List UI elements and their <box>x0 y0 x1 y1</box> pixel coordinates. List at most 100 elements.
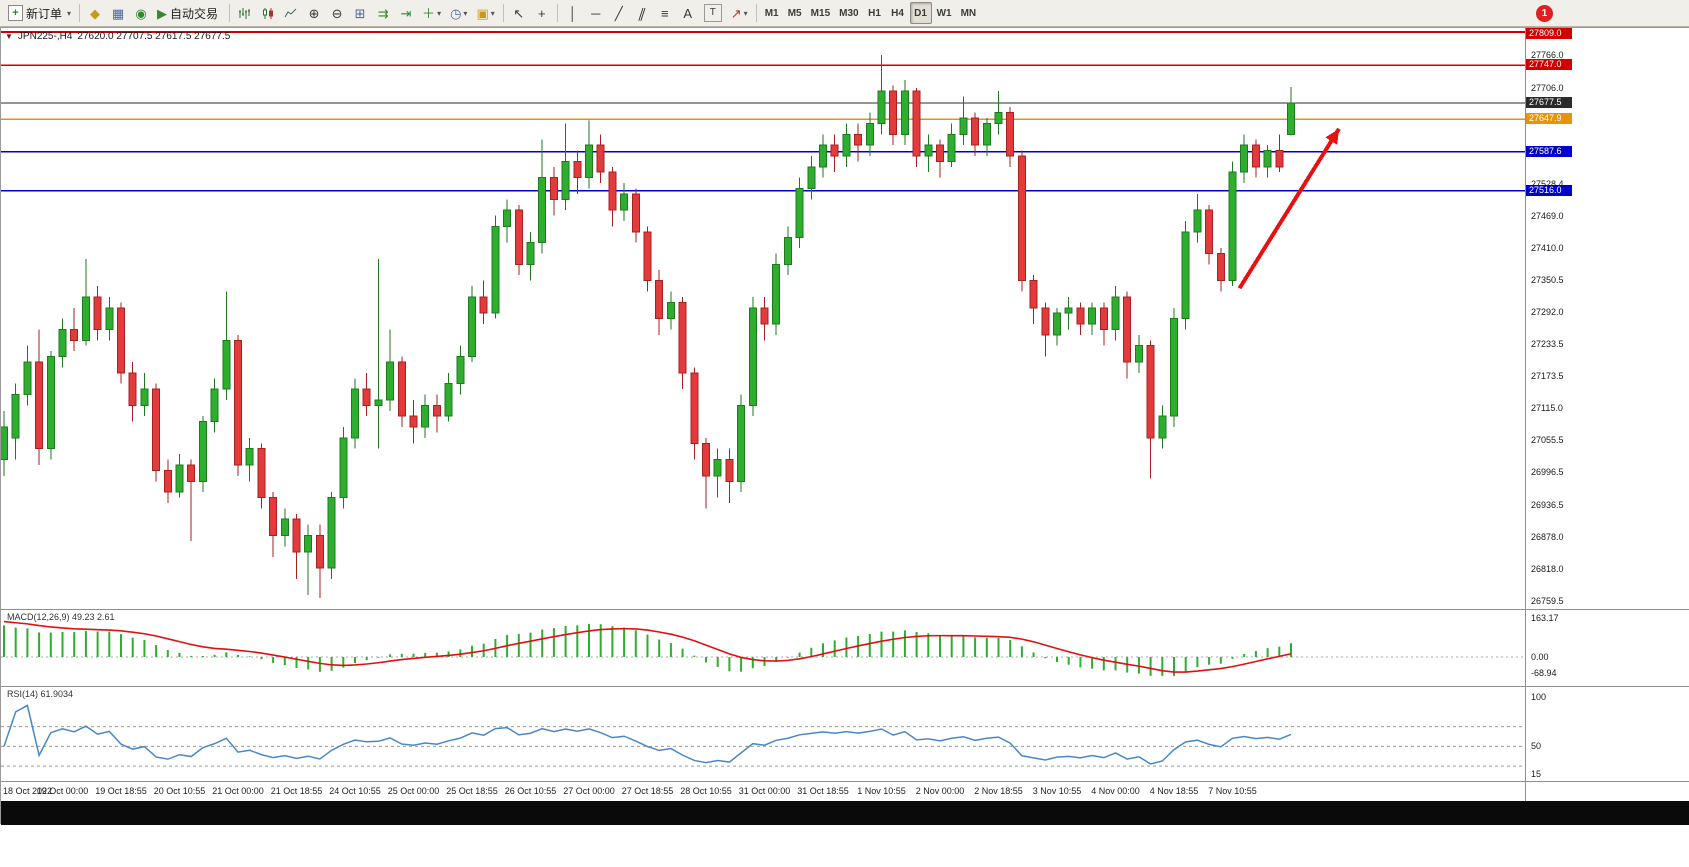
candle <box>971 117 980 146</box>
zoom-in-button[interactable]: ⊕ <box>303 2 325 24</box>
candle <box>409 415 418 428</box>
price-tick-label: 26759.5 <box>1531 595 1564 606</box>
time-axis-label: 28 Oct 10:55 <box>680 786 732 796</box>
price-scale[interactable]: 163.17 0.00 -68.94 100 50 15 27766.0 2770… <box>1525 28 1689 801</box>
candle <box>807 166 816 189</box>
indicators-button[interactable]: ＋ ▾ <box>418 2 445 24</box>
data-window-button[interactable]: ▦ <box>107 2 129 24</box>
crosshair-button[interactable]: + <box>531 2 553 24</box>
price-tick-label: 26878.0 <box>1531 531 1564 542</box>
autotrading-label: 自动交易 <box>170 6 219 21</box>
trend-arrow-annotation[interactable] <box>1237 127 1341 290</box>
candle <box>900 90 909 135</box>
chart-bars-button[interactable] <box>234 2 256 24</box>
navigator-button[interactable]: ◉ <box>130 2 152 24</box>
chart-line-button[interactable] <box>280 2 302 24</box>
new-order-button[interactable]: + 新订单 ▾ <box>4 2 75 24</box>
panel-separator[interactable] <box>1 686 1689 687</box>
channel-button[interactable]: ∥ <box>631 2 653 24</box>
time-axis-label: 31 Oct 18:55 <box>797 786 849 796</box>
zoom-in-icon: ⊕ <box>308 5 320 21</box>
clock-icon: ◷ <box>450 5 462 21</box>
time-axis-label: 20 Oct 10:55 <box>153 786 206 796</box>
candle <box>315 534 324 569</box>
tile-windows-button[interactable]: ⊞ <box>349 2 371 24</box>
timeframe-w1-button[interactable]: W1 <box>936 7 952 19</box>
text-button[interactable]: A <box>677 2 699 24</box>
candle <box>304 534 313 553</box>
toolbar: + 新订单 ▾ ◆ ▦ ◉ ▶ 自动交易 ⊕ ⊖ ⊞ ⇉ ⇥ ＋ ▾ ◷ ▾ ▣… <box>0 0 1689 27</box>
fibonacci-button[interactable]: ≡ <box>654 2 676 24</box>
candlesticks <box>1 55 1295 598</box>
timeframe-d1-button[interactable]: D1 <box>909 2 932 24</box>
market-watch-button[interactable]: ◆ <box>84 2 106 24</box>
timeframe-m1-button[interactable]: M1 <box>764 7 779 19</box>
autotrading-button[interactable]: ▶ 自动交易 <box>153 2 225 24</box>
timeframe-m30-button[interactable]: M30 <box>839 7 859 19</box>
candle <box>1181 231 1190 320</box>
candle <box>854 133 863 146</box>
time-axis-label: 21 Oct 18:55 <box>270 786 323 796</box>
timeframe-m5-button[interactable]: M5 <box>787 7 802 19</box>
zoom-out-button[interactable]: ⊖ <box>326 2 348 24</box>
time-axis-label: 25 Oct 00:00 <box>387 786 440 796</box>
candle <box>46 356 55 450</box>
autotrading-icon: ▶ <box>157 5 168 21</box>
horizontal-lines[interactable] <box>1 30 1525 192</box>
time-axis-label: 7 Nov 10:55 <box>1208 786 1257 796</box>
price-chart[interactable] <box>1 28 1525 609</box>
vertical-line-button[interactable]: │ <box>562 2 584 24</box>
candle <box>280 518 289 536</box>
rsi-panel[interactable] <box>1 687 1525 781</box>
vertical-line-icon: │ <box>568 5 577 21</box>
candle <box>1287 102 1295 135</box>
periods-button[interactable]: ◷ ▾ <box>446 2 471 24</box>
candle <box>666 301 675 320</box>
time-axis[interactable]: 18 Oct 2022 19 Oct 00:00 19 Oct 18:55 20 Oc… <box>1 782 1689 801</box>
timeframe-m15-button[interactable]: M15 <box>810 7 831 19</box>
panel-separator <box>1 781 1689 782</box>
timeframe-h4-button[interactable]: H4 <box>891 7 904 19</box>
auto-scroll-button[interactable]: ⇉ <box>372 2 394 24</box>
price-line-label: 27677.5 <box>1526 97 1572 109</box>
fibonacci-icon: ≡ <box>660 5 669 21</box>
panel-separator[interactable] <box>1 609 1689 610</box>
chart-candles-button[interactable] <box>257 2 279 24</box>
templates-button[interactable]: ▣ ▾ <box>472 2 498 24</box>
tile-windows-icon: ⊞ <box>354 5 366 21</box>
arrows-button[interactable]: ↗ ▾ <box>727 2 752 24</box>
macd-panel[interactable] <box>1 610 1525 686</box>
timeframe-h1-button[interactable]: H1 <box>868 7 881 19</box>
candle <box>491 225 500 314</box>
price-tick-label: 27528.4 <box>1531 179 1564 189</box>
line-chart-icon <box>284 8 297 17</box>
candle <box>362 388 371 406</box>
horizontal-line-button[interactable]: ─ <box>585 2 607 24</box>
macd-scale-min: -68.94 <box>1531 668 1557 678</box>
candle <box>222 339 231 390</box>
new-order-label: 新订单 <box>26 6 63 21</box>
candle <box>912 90 921 157</box>
trendline-button[interactable]: ╱ <box>608 2 630 24</box>
candle <box>245 448 254 466</box>
chart-shift-button[interactable]: ⇥ <box>395 2 417 24</box>
candle <box>842 133 851 157</box>
toolbar-separator <box>755 4 757 22</box>
time-axis-label: 4 Nov 00:00 <box>1091 786 1140 796</box>
cursor-icon: ↖ <box>513 5 525 21</box>
candle <box>643 231 652 282</box>
notification-badge[interactable]: 1 <box>1536 4 1553 22</box>
timeframe-mn-button[interactable]: MN <box>960 7 977 19</box>
candle <box>386 361 395 401</box>
text-label-button[interactable]: T <box>700 2 726 24</box>
bottom-scrollbar[interactable] <box>1 801 1689 825</box>
cursor-button[interactable]: ↖ <box>508 2 530 24</box>
time-axis-label: 26 Oct 10:55 <box>504 786 557 796</box>
candle <box>819 144 827 168</box>
ohlc-values: 27620.0 27707.5 27617.5 27677.5 <box>77 31 231 42</box>
price-tick-label: 27350.5 <box>1531 275 1564 286</box>
macd-scale-zero: 0.00 <box>1531 652 1549 662</box>
price-tick-label: 27173.5 <box>1531 371 1564 382</box>
candle <box>678 301 687 374</box>
candle <box>1029 280 1038 309</box>
